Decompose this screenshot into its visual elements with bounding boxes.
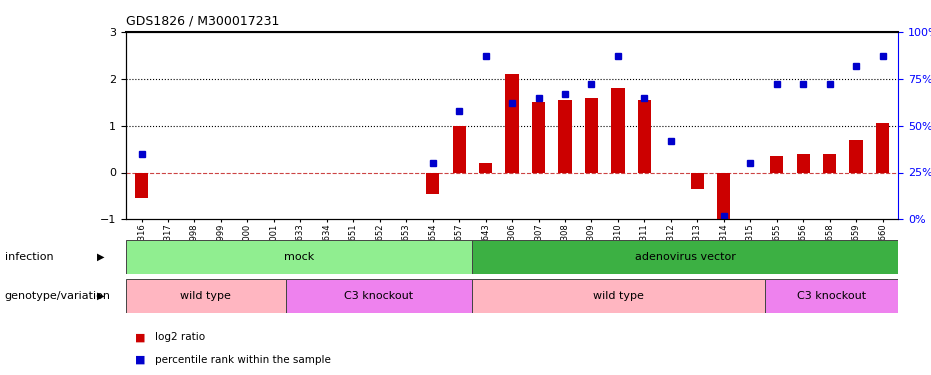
Text: C3 knockout: C3 knockout xyxy=(797,291,867,301)
Text: C3 knockout: C3 knockout xyxy=(344,291,413,301)
Bar xyxy=(532,102,546,172)
Bar xyxy=(765,279,898,313)
Bar xyxy=(823,154,836,173)
Text: genotype/variation: genotype/variation xyxy=(5,291,111,301)
Bar xyxy=(479,163,492,172)
Text: ▶: ▶ xyxy=(97,252,104,262)
Text: percentile rank within the sample: percentile rank within the sample xyxy=(155,355,331,365)
Text: wild type: wild type xyxy=(593,291,644,301)
Bar xyxy=(691,172,704,189)
Bar xyxy=(585,98,598,172)
Bar xyxy=(506,74,519,172)
Text: log2 ratio: log2 ratio xyxy=(155,333,206,342)
Text: GDS1826 / M300017231: GDS1826 / M300017231 xyxy=(126,15,279,28)
Bar xyxy=(126,240,472,274)
Bar xyxy=(797,154,810,173)
Text: adenovirus vector: adenovirus vector xyxy=(635,252,735,262)
Bar xyxy=(770,156,783,172)
Text: infection: infection xyxy=(5,252,53,262)
Bar xyxy=(612,88,625,172)
Text: ■: ■ xyxy=(135,355,145,365)
Bar xyxy=(638,100,651,172)
Bar xyxy=(559,100,572,172)
Bar xyxy=(876,123,889,172)
Bar xyxy=(717,172,731,222)
Bar xyxy=(472,240,898,274)
Bar xyxy=(286,279,472,313)
Text: wild type: wild type xyxy=(181,291,231,301)
Bar xyxy=(126,279,286,313)
Bar xyxy=(452,126,466,172)
Text: ■: ■ xyxy=(135,333,145,342)
Bar xyxy=(849,140,863,172)
Bar xyxy=(472,279,765,313)
Text: mock: mock xyxy=(284,252,314,262)
Text: ▶: ▶ xyxy=(97,291,104,301)
Bar xyxy=(426,172,439,194)
Bar xyxy=(135,172,148,198)
